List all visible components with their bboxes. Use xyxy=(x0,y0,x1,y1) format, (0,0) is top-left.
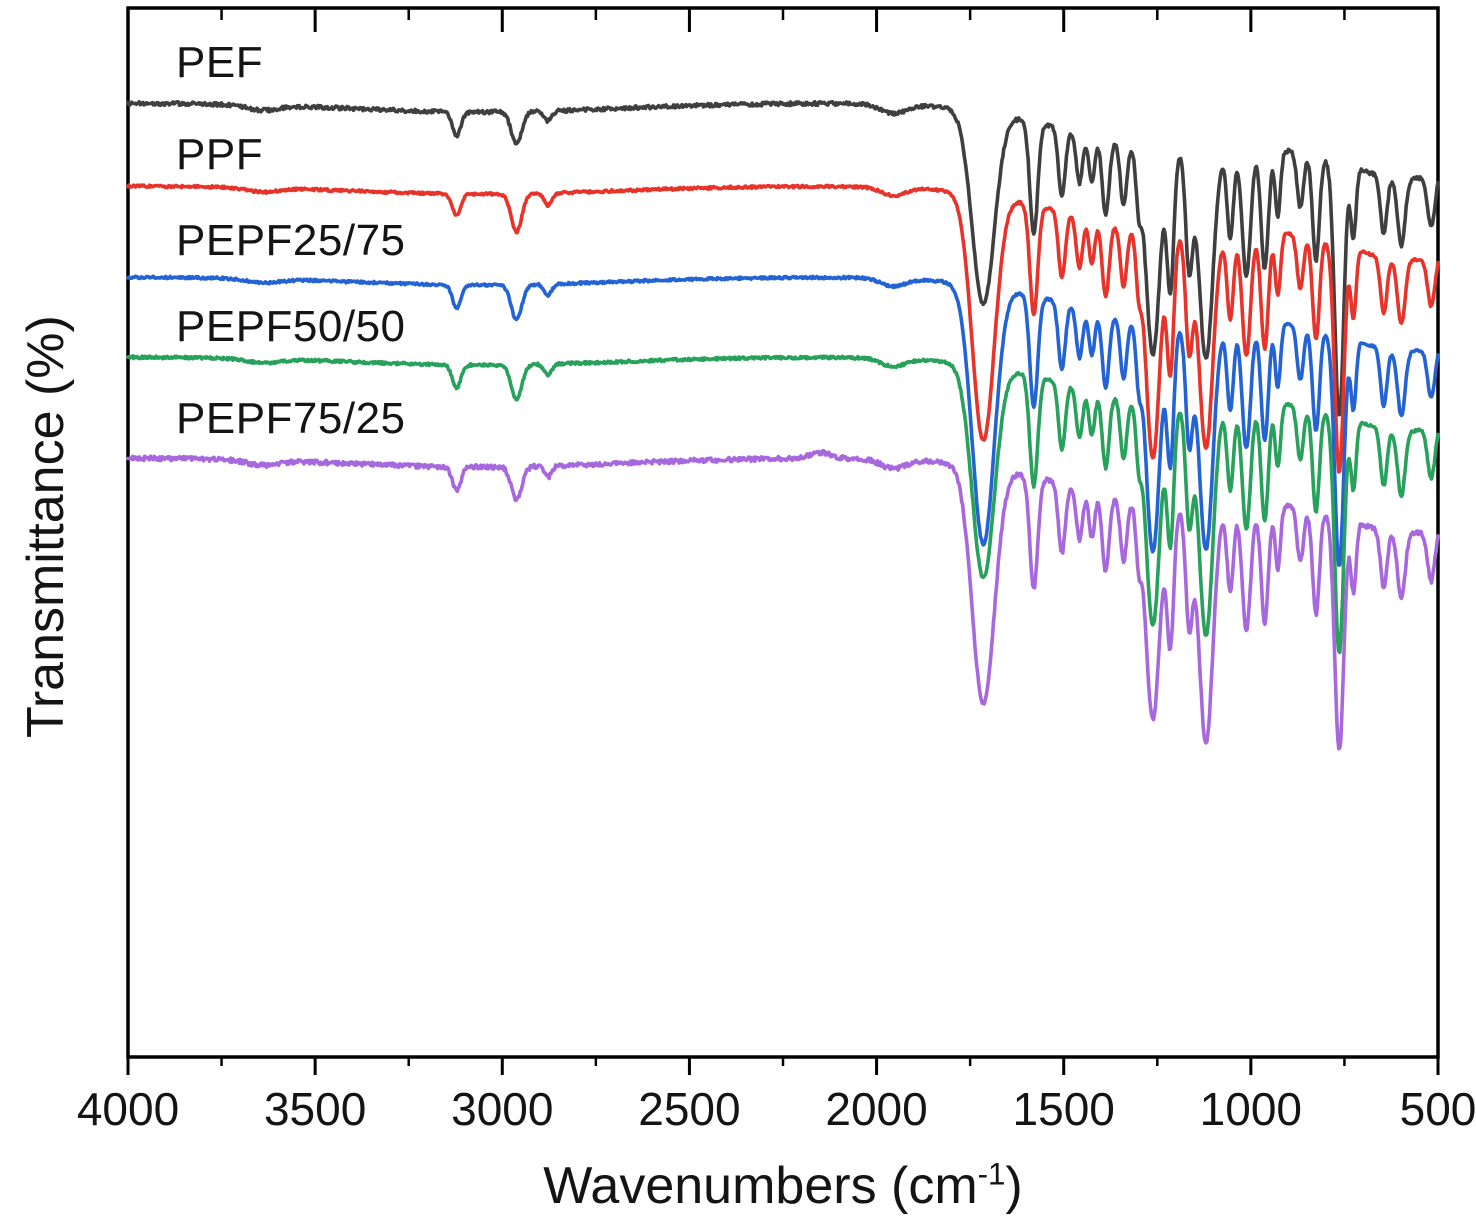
series-label: PEPF50/50 xyxy=(176,302,406,351)
y-axis-title: Transmittance (%) xyxy=(17,315,75,738)
x-tick-label: 1000 xyxy=(1199,1083,1303,1135)
x-tick-label: 500 xyxy=(1399,1083,1476,1135)
x-tick-label: 1500 xyxy=(1012,1083,1115,1135)
series-label: PEF xyxy=(176,38,264,87)
series-label: PEPF25/75 xyxy=(176,216,406,265)
x-tick-label: 4000 xyxy=(76,1083,180,1135)
x-tick-label: 2000 xyxy=(825,1083,928,1135)
series-label: PPF xyxy=(176,130,264,179)
series-label: PEPF75/25 xyxy=(176,394,406,443)
x-tick-label: 3000 xyxy=(451,1083,554,1135)
x-tick-label: 2500 xyxy=(638,1083,741,1135)
x-tick-label: 3500 xyxy=(263,1083,367,1135)
x-axis-title: Wavenumbers (cm-1) xyxy=(543,1156,1023,1215)
